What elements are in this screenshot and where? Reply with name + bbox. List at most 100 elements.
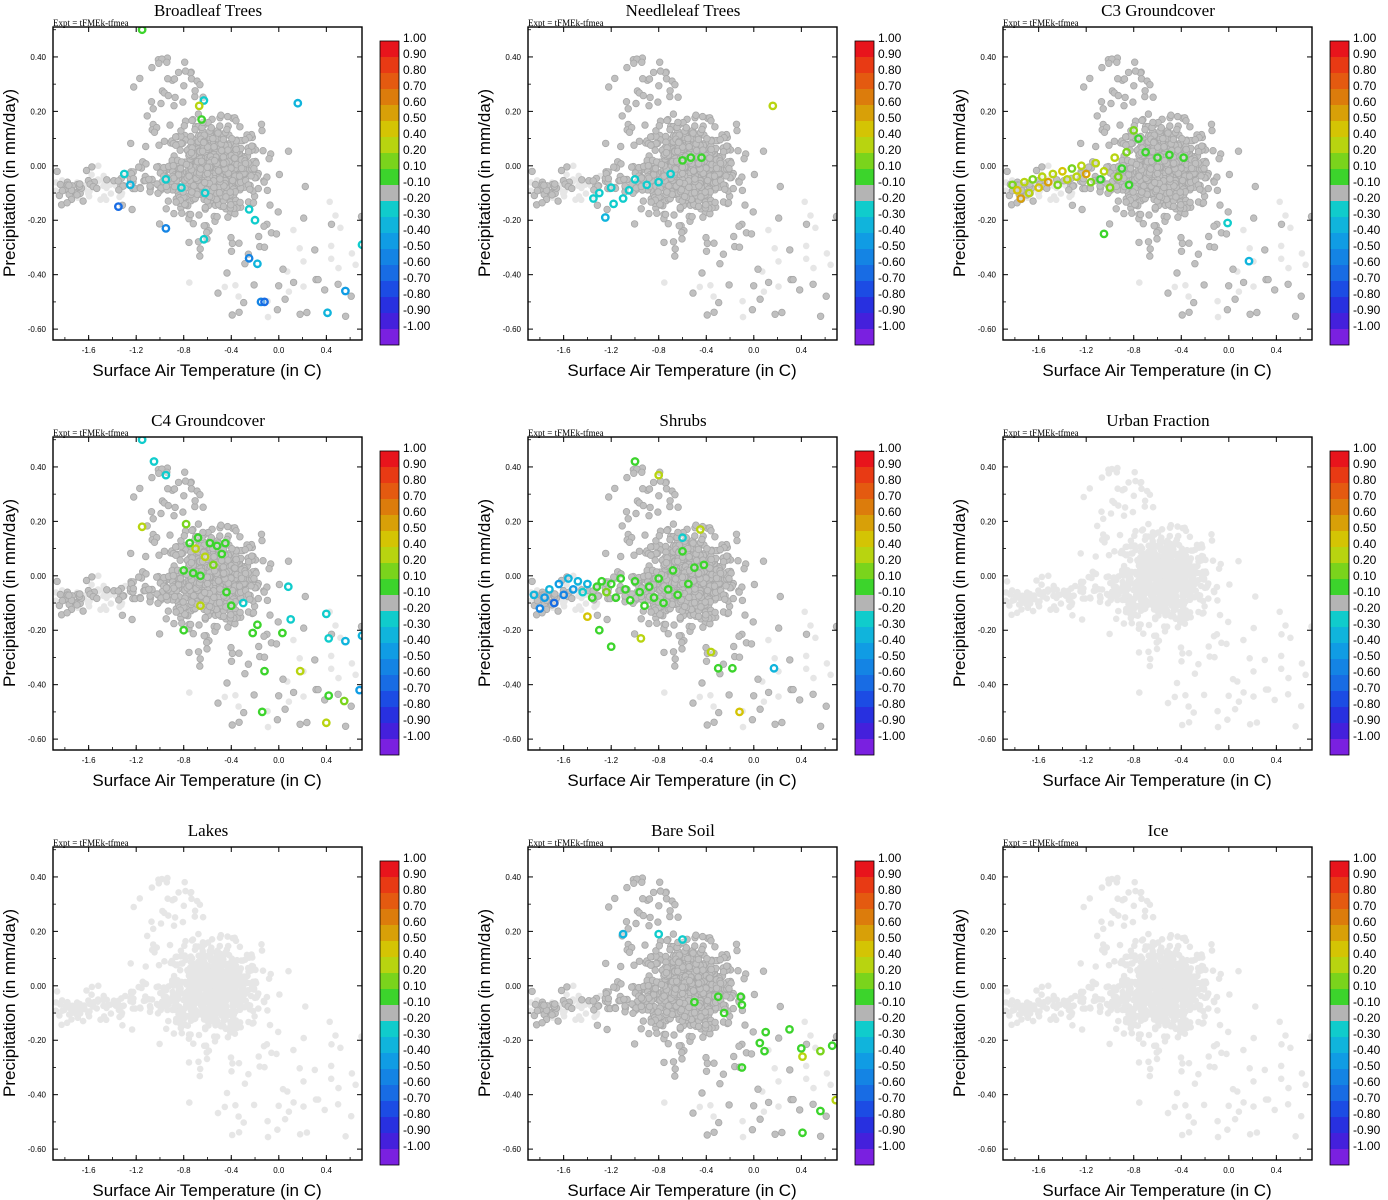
- missing-point: [1298, 250, 1306, 257]
- x-tick-label: 0.0: [273, 346, 285, 355]
- neutral-point: [247, 172, 255, 180]
- neutral-point: [725, 164, 733, 173]
- highlight-point: [594, 188, 604, 198]
- missing-point: [765, 226, 772, 234]
- neutral-point: [735, 243, 744, 251]
- neutral-point: [93, 184, 101, 193]
- neutral-point: [334, 280, 342, 288]
- neutral-point: [628, 163, 636, 171]
- colorbar-swatch: [855, 153, 874, 169]
- missing-point: [332, 212, 339, 219]
- neutral-point: [217, 146, 226, 155]
- missing-point: [348, 250, 356, 257]
- colorbar-label: 0.50: [878, 111, 902, 125]
- highlight-point: [161, 174, 171, 184]
- colorbar-swatch: [855, 217, 874, 233]
- neutral-point: [259, 146, 267, 155]
- colorbar-label: -0.90: [878, 303, 906, 317]
- neutral-point: [698, 125, 706, 134]
- colorbar-label: -0.40: [403, 223, 431, 237]
- neutral-point: [676, 178, 684, 187]
- highlight-point: [340, 286, 350, 296]
- neutral-point: [327, 220, 336, 228]
- neutral-point: [82, 166, 91, 175]
- neutral-point: [198, 147, 207, 155]
- y-tick-label: -0.60: [503, 325, 522, 334]
- neutral-point: [209, 134, 217, 143]
- neutral-point: [528, 167, 536, 176]
- neutral-point: [639, 197, 647, 205]
- missing-point: [1057, 190, 1065, 197]
- neutral-point: [296, 310, 304, 318]
- neutral-point: [210, 156, 219, 165]
- y-tick-label: 0.40: [30, 53, 46, 62]
- neutral-point: [675, 138, 683, 147]
- neutral-point: [551, 180, 559, 188]
- colorbar-label: -0.20: [403, 191, 431, 205]
- neutral-point: [63, 199, 71, 207]
- neutral-point: [187, 148, 196, 157]
- neutral-point: [682, 123, 690, 132]
- neutral-point: [260, 222, 268, 230]
- expt-label: Expt = tFMEk-tfmea: [53, 18, 129, 28]
- neutral-point: [150, 128, 159, 136]
- colorbar-label: 1.00: [403, 31, 427, 45]
- highlight-point: [244, 253, 254, 263]
- neutral-point: [738, 186, 747, 195]
- missing-point: [1285, 264, 1292, 272]
- neutral-point: [314, 275, 322, 284]
- neutral-point: [237, 164, 246, 172]
- neutral-point: [164, 197, 172, 205]
- neutral-point: [200, 222, 208, 230]
- neutral-point: [809, 280, 817, 288]
- neutral-point: [284, 147, 293, 155]
- neutral-point: [162, 205, 170, 213]
- neutral-point: [279, 265, 287, 273]
- neutral-point: [143, 112, 151, 120]
- missing-point: [221, 283, 229, 291]
- colorbar-swatch: [855, 313, 874, 329]
- neutral-point: [347, 292, 355, 300]
- neutral-point: [645, 75, 654, 83]
- neutral-point: [223, 112, 232, 121]
- missing-point: [1182, 282, 1189, 289]
- colorbar-label: -0.80: [403, 287, 431, 301]
- neutral-point: [702, 201, 710, 209]
- neutral-point: [188, 116, 196, 125]
- y-tick-label: 0.00: [505, 162, 521, 171]
- missing-point: [235, 293, 242, 300]
- missing-point: [807, 212, 814, 219]
- neutral-point: [723, 142, 731, 150]
- neutral-point: [754, 265, 762, 273]
- y-tick-label: 0.20: [505, 107, 521, 116]
- neutral-point: [632, 99, 640, 108]
- colorbar-swatch: [855, 57, 874, 73]
- missing-point: [802, 255, 810, 263]
- neutral-point: [257, 120, 266, 128]
- neutral-point: [171, 133, 180, 141]
- neutral-point: [568, 184, 576, 193]
- colorbar-swatch: [380, 297, 399, 313]
- neutral-point: [691, 175, 699, 183]
- colorbar-swatch: [855, 329, 874, 345]
- neutral-point: [136, 184, 145, 193]
- neutral-point: [735, 178, 743, 186]
- neutral-point: [235, 239, 243, 247]
- colorbar-swatch: [855, 233, 874, 249]
- neutral-point: [114, 177, 122, 185]
- neutral-point: [689, 289, 697, 297]
- missing-point: [1246, 245, 1253, 252]
- neutral-point: [263, 186, 272, 195]
- neutral-point: [662, 148, 671, 157]
- neutral-point: [647, 141, 655, 149]
- highlight-point: [161, 223, 171, 233]
- neutral-point: [733, 126, 741, 135]
- colorbar-label: -0.30: [878, 207, 906, 221]
- missing-point: [100, 193, 108, 200]
- missing-point: [85, 193, 93, 200]
- neutral-point: [694, 135, 703, 144]
- neutral-point: [170, 209, 178, 218]
- neutral-point: [710, 239, 718, 247]
- neutral-point: [637, 205, 645, 213]
- missing-point: [771, 245, 778, 252]
